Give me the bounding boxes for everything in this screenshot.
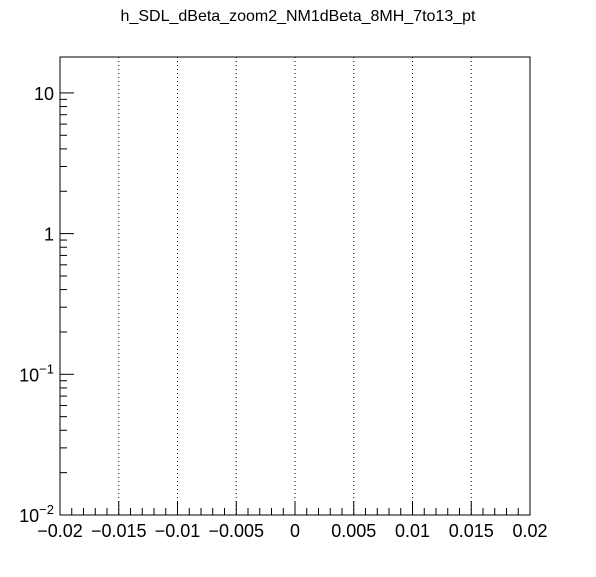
y-tick-label: 10 <box>34 84 54 104</box>
y-tick-label: 10−1 <box>19 361 54 385</box>
x-tick-label: −0.005 <box>208 521 264 541</box>
x-tick-label: −0.015 <box>91 521 147 541</box>
x-tick-label: −0.01 <box>155 521 201 541</box>
x-tick-label: 0.005 <box>331 521 376 541</box>
chart-title: h_SDL_dBeta_zoom2_NM1dBeta_8MH_7to13_pt <box>120 8 476 25</box>
y-tick-label: 10−2 <box>19 502 54 526</box>
x-tick-label: 0.015 <box>449 521 494 541</box>
x-tick-label: 0.02 <box>512 521 547 541</box>
x-tick-label: 0.01 <box>395 521 430 541</box>
x-tick-label: −0.02 <box>37 521 83 541</box>
x-tick-label: 0 <box>290 521 300 541</box>
y-tick-label: 1 <box>44 225 54 245</box>
